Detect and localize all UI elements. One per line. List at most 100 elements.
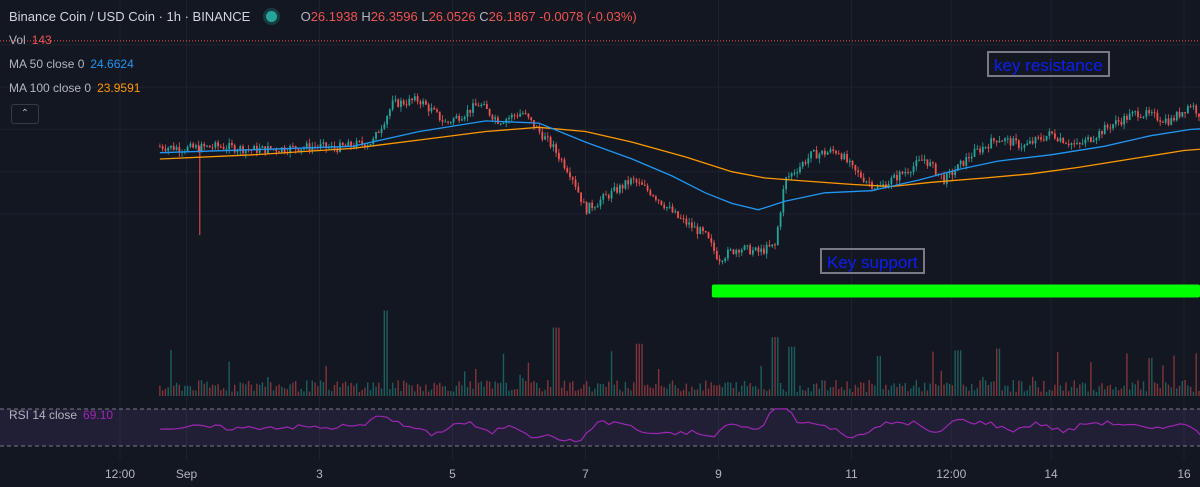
- symbol-title[interactable]: Binance Coin / USD Coin · 1h · BINANCE: [9, 9, 251, 24]
- candle-body: [278, 151, 280, 153]
- collapse-legend-button[interactable]: ⌃: [11, 104, 39, 124]
- volume-bar: [458, 381, 460, 396]
- volume-bar: [225, 390, 228, 396]
- candle-body: [660, 200, 663, 205]
- volume-bar: [236, 391, 239, 396]
- candle-body: [1081, 143, 1084, 145]
- volume-bar: [935, 384, 937, 396]
- volume-bar: [718, 384, 721, 396]
- volume-bar: [696, 389, 699, 396]
- candle-body: [1173, 117, 1175, 121]
- candle-body: [1009, 138, 1012, 146]
- candle-body: [527, 113, 530, 118]
- volume-bar: [1137, 380, 1139, 396]
- candle-body: [1078, 142, 1081, 144]
- candle-body: [530, 117, 533, 121]
- candle-body: [1053, 133, 1056, 139]
- candle-body: [679, 217, 682, 219]
- candle-body: [574, 179, 577, 187]
- candle-body: [918, 159, 921, 161]
- volume-bar: [228, 361, 230, 396]
- volume-bar: [946, 382, 948, 396]
- candle-body: [835, 150, 837, 154]
- volume-bar: [270, 382, 272, 396]
- candle-body: [857, 170, 860, 173]
- volume-legend[interactable]: Vol 143: [9, 33, 52, 47]
- volume-bar: [524, 380, 527, 396]
- volume-bar: [1101, 383, 1103, 396]
- ma100-value: 23.9591: [97, 81, 141, 95]
- volume-bar: [533, 381, 535, 396]
- candle-body: [959, 160, 962, 165]
- volume-bar: [1117, 390, 1120, 396]
- volume-bar: [475, 368, 477, 396]
- volume-bar: [682, 389, 685, 396]
- volume-bar: [735, 382, 737, 396]
- volume-bar: [851, 391, 854, 396]
- candle-body: [294, 145, 297, 150]
- volume-bar: [414, 391, 416, 396]
- candle-body: [979, 148, 981, 153]
- rsi-panel: [0, 408, 1200, 447]
- candle-body: [904, 172, 907, 174]
- volume-bar: [173, 385, 175, 396]
- volume-bar: [181, 390, 183, 396]
- candle-body: [1150, 112, 1153, 114]
- volume-bar: [890, 385, 893, 396]
- ma50-legend[interactable]: MA 50 close 0 24.6624: [9, 57, 134, 71]
- candle-body: [474, 103, 477, 106]
- candle-body: [951, 171, 954, 176]
- volume-bar: [832, 387, 834, 396]
- candle-body: [998, 140, 1001, 143]
- candle-body: [275, 149, 278, 152]
- volume-bar: [161, 390, 164, 396]
- open-value: 26.1938: [310, 9, 358, 24]
- candle-body: [269, 146, 272, 150]
- volume-bar: [663, 387, 665, 396]
- volume-bar: [436, 384, 438, 396]
- volume-bar: [247, 380, 250, 396]
- candle-body: [231, 142, 233, 146]
- volume-bar: [790, 346, 793, 396]
- volume-bar: [574, 390, 577, 396]
- candle-body: [488, 108, 491, 116]
- volume-bar: [818, 388, 821, 396]
- candle-body: [685, 218, 688, 225]
- candle-body: [341, 142, 344, 146]
- candle-body: [441, 120, 444, 122]
- candle-body: [159, 146, 161, 148]
- candle-body: [322, 142, 325, 144]
- volume-bar: [1142, 381, 1145, 396]
- volume-bar: [444, 386, 446, 396]
- volume-bar: [214, 385, 217, 396]
- volume-bar: [738, 391, 740, 396]
- ma100-legend[interactable]: MA 100 close 0 23.9591: [9, 81, 140, 95]
- volume-bar: [1198, 391, 1200, 396]
- volume-bar: [943, 384, 945, 396]
- volume-bar: [862, 382, 865, 396]
- volume-bar: [186, 385, 189, 396]
- volume-bar: [657, 368, 660, 396]
- volume-bar: [1170, 387, 1172, 396]
- candle-body: [829, 149, 832, 153]
- volume-bar: [1195, 353, 1197, 396]
- volume-bar: [405, 382, 408, 396]
- volume-bar: [569, 382, 571, 396]
- volume-bar: [159, 385, 161, 396]
- volume-bar: [1051, 390, 1053, 396]
- volume-bar: [283, 388, 286, 396]
- candle-body: [1092, 140, 1095, 142]
- rsi-legend[interactable]: RSI 14 close 69.10: [9, 408, 113, 422]
- candle-body: [208, 145, 211, 148]
- volume-bar: [577, 389, 579, 396]
- candle-body: [810, 151, 812, 159]
- volume-bar: [500, 382, 502, 396]
- candle-body: [943, 174, 945, 184]
- volume-bar: [170, 349, 172, 396]
- volume-bar: [591, 391, 593, 396]
- volume-bar: [211, 384, 214, 396]
- volume-bar: [802, 389, 804, 396]
- candle-body: [1120, 121, 1123, 125]
- volume-bar: [807, 387, 809, 396]
